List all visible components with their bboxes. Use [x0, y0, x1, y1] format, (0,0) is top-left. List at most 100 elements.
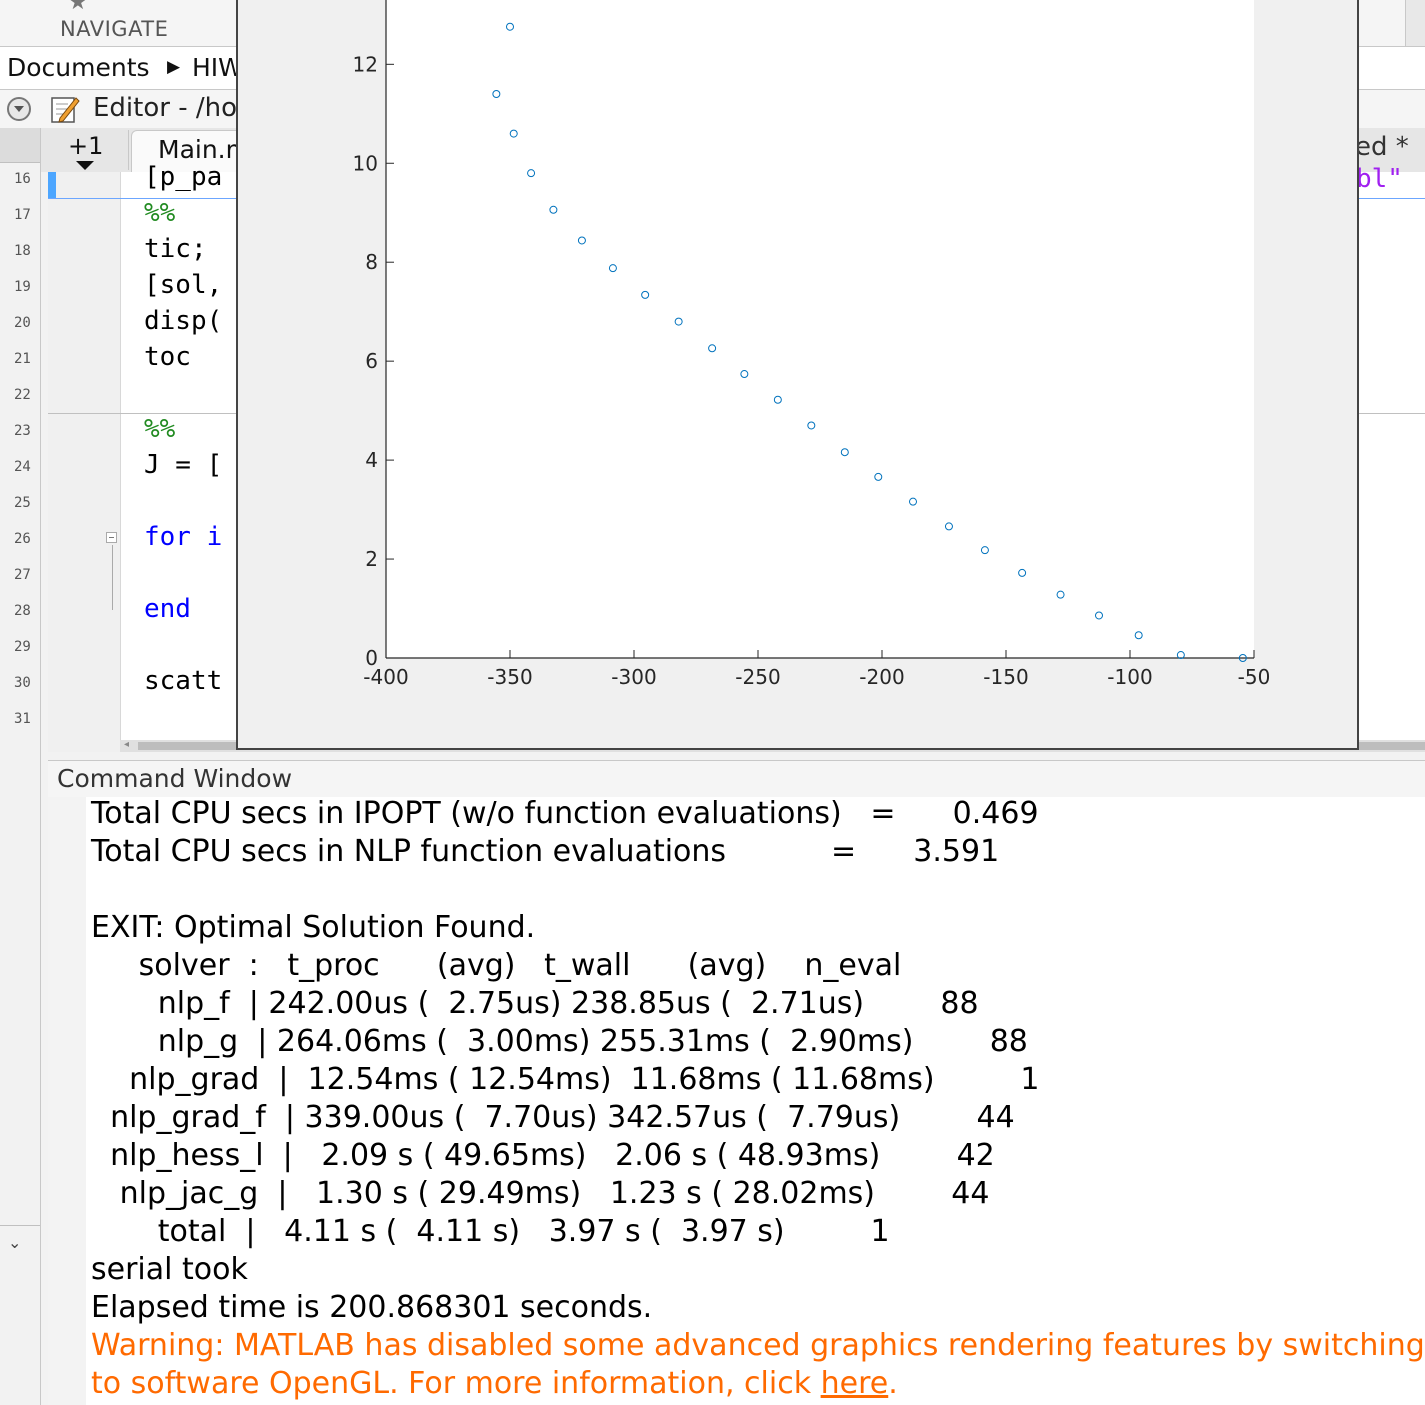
- scatter-point: [944, 522, 953, 531]
- line-number: 30: [14, 675, 31, 691]
- line-number-gutter: [48, 172, 121, 752]
- command-window-title: Command Window: [57, 764, 293, 793]
- y-tick-label: 2: [365, 547, 378, 571]
- x-tick-label: -100: [1107, 665, 1152, 689]
- command-window[interactable]: [48, 797, 1425, 1405]
- fold-toggle-icon[interactable]: [106, 532, 117, 543]
- line-number: 27: [14, 567, 31, 583]
- line-number: 28: [14, 603, 31, 619]
- left-strip-divider: [0, 1225, 40, 1226]
- output-line: nlp_hess_l | 2.09 s ( 49.65ms) 2.06 s ( …: [91, 1138, 995, 1173]
- code-line[interactable]: J = [: [144, 450, 223, 480]
- y-tick-label: 10: [353, 151, 378, 175]
- scatter-point: [1238, 654, 1247, 662]
- line-number: 24: [14, 459, 31, 475]
- dropdown-arrow-icon: [76, 161, 94, 170]
- line-number: 23: [14, 423, 31, 439]
- scatter-point: [1134, 631, 1143, 640]
- tab-main-label: Main.m: [158, 135, 250, 164]
- scatter-point: [509, 129, 518, 138]
- star-icon[interactable]: ★: [68, 0, 88, 15]
- line-number: 25: [14, 495, 31, 511]
- code-line[interactable]: scatt: [144, 666, 223, 696]
- y-tick-label: 8: [365, 250, 378, 274]
- scatter-point: [1018, 568, 1027, 577]
- current-line-marker: [48, 172, 56, 198]
- panel-menu-icon[interactable]: [7, 97, 31, 121]
- output-line: serial took: [91, 1252, 248, 1287]
- scatter-point: [641, 290, 650, 299]
- scatter-point: [527, 169, 536, 178]
- y-tick-label: 0: [365, 646, 378, 670]
- code-line[interactable]: disp(: [144, 306, 223, 336]
- x-tick-label: -50: [1238, 665, 1271, 689]
- line-number: 19: [14, 279, 31, 295]
- code-line[interactable]: [sol,: [144, 270, 223, 300]
- code-line[interactable]: tic;: [144, 234, 207, 264]
- tab-overflow[interactable]: +1: [52, 130, 129, 170]
- breadcrumb-documents[interactable]: Documents: [7, 53, 150, 82]
- command-window-gutter: [48, 797, 86, 1405]
- scatter-point: [608, 264, 617, 273]
- x-tick-label: -150: [983, 665, 1028, 689]
- x-tick-label: -300: [611, 665, 656, 689]
- command-window-header: Command Window: [48, 760, 1425, 798]
- fold-guide: [112, 545, 113, 610]
- chevron-down-icon[interactable]: ⌄: [8, 1233, 22, 1252]
- tab-modified-label[interactable]: ed *: [1355, 132, 1409, 162]
- code-line[interactable]: %%: [144, 198, 176, 228]
- output-line: total | 4.11 s ( 4.11 s) 3.97 s ( 3.97 s…: [91, 1214, 890, 1249]
- x-tick-label: -200: [859, 665, 904, 689]
- output-line: nlp_f | 242.00us ( 2.75us) 238.85us ( 2.…: [91, 986, 979, 1021]
- y-tick-label: 12: [353, 52, 378, 76]
- axes-lines: [385, 0, 1254, 659]
- figure-window[interactable]: -400 -350 -300 -250 -200 -150 -100 -50 0 2 4 6 8 10 1…: [236, 0, 1359, 750]
- line-number: 21: [14, 351, 31, 367]
- y-tick-label: 6: [365, 349, 378, 373]
- scatter-point: [840, 448, 849, 457]
- output-line: nlp_grad | 12.54ms ( 12.54ms) 11.68ms ( …: [91, 1062, 1040, 1097]
- output-line: nlp_jac_g | 1.30 s ( 29.49ms) 1.23 s ( 2…: [91, 1176, 990, 1211]
- scatter-point: [740, 370, 749, 379]
- code-string-fragment: bl": [1356, 164, 1403, 194]
- scatter-point: [492, 90, 501, 98]
- x-tick-label: -400: [363, 665, 408, 689]
- line-number: 22: [14, 387, 31, 403]
- code-line[interactable]: end: [144, 594, 191, 624]
- code-line[interactable]: for i: [144, 522, 223, 552]
- y-tick-label: 4: [365, 448, 378, 472]
- code-line[interactable]: toc: [144, 342, 191, 372]
- line-number: 17: [14, 207, 31, 223]
- x-tick-label: -350: [487, 665, 532, 689]
- scatter-point: [773, 395, 782, 404]
- scatter-point: [807, 421, 816, 430]
- x-tick-label: -250: [735, 665, 780, 689]
- scatter-point: [577, 236, 586, 245]
- output-line: Total CPU secs in IPOPT (w/o function ev…: [91, 796, 1039, 831]
- scatter-point: [708, 344, 717, 353]
- output-line: nlp_grad_f | 339.00us ( 7.70us) 342.57us…: [91, 1100, 1015, 1135]
- warning-here-link[interactable]: here: [820, 1366, 889, 1401]
- axes-background: [386, 0, 1254, 658]
- y-axis-ticks: 0 2 4 6 8 10 12: [353, 52, 394, 670]
- scatter-point: [1176, 651, 1185, 660]
- code-line[interactable]: [p_pa: [144, 162, 223, 192]
- scatter-point: [1056, 590, 1065, 599]
- scatter-plot: -400 -350 -300 -250 -200 -150 -100 -50 0 2 4 6 8 10 1…: [353, 0, 1270, 689]
- editor-pencil-icon: [51, 97, 80, 123]
- left-dock-strip-header: [0, 128, 40, 163]
- scatter-markers: [492, 22, 1247, 662]
- tab-main-m[interactable]: Main.m: [131, 130, 250, 173]
- output-line: Elapsed time is 200.868301 seconds.: [91, 1290, 653, 1325]
- breadcrumb-hiw[interactable]: HIW: [192, 53, 243, 82]
- output-line: Total CPU secs in NLP function evaluatio…: [91, 834, 1000, 869]
- line-number: 29: [14, 639, 31, 655]
- x-axis-ticks: -400 -350 -300 -250 -200 -150 -100 -50: [363, 650, 1270, 689]
- scatter-point: [980, 546, 989, 555]
- line-number: 20: [14, 315, 31, 331]
- scatter-point: [909, 497, 917, 506]
- scatter-point: [506, 22, 514, 31]
- code-line[interactable]: %%: [144, 414, 176, 444]
- warning-period: .: [888, 1366, 898, 1401]
- scroll-left-arrow-icon[interactable]: ◂: [124, 739, 130, 750]
